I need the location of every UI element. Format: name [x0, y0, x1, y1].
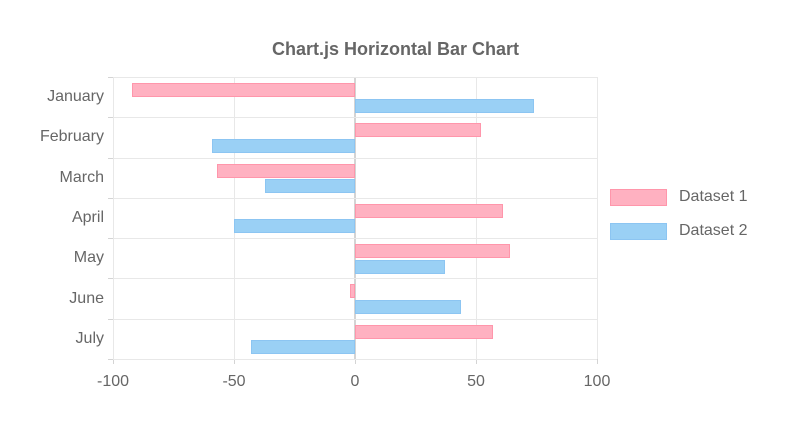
bar-dataset-2-may[interactable] — [355, 259, 445, 274]
legend-label: Dataset 1 — [679, 188, 748, 205]
bar-dataset-1-july[interactable] — [355, 324, 493, 339]
bar-dataset-1-may[interactable] — [355, 244, 510, 259]
gridline-horizontal — [113, 319, 597, 320]
plot-area — [108, 77, 598, 364]
x-tick-mark — [233, 359, 235, 364]
bar-dataset-1-april[interactable] — [355, 203, 503, 218]
gridline-horizontal — [113, 359, 597, 360]
x-axis-tick-label: 50 — [467, 373, 485, 390]
y-axis-label: June — [69, 289, 104, 307]
y-tick-mark — [108, 117, 113, 118]
zero-gridline — [353, 77, 356, 359]
y-axis-label: February — [39, 128, 104, 146]
y-axis-label: May — [73, 249, 104, 267]
y-axis-label: March — [59, 168, 104, 186]
y-tick-mark — [108, 359, 113, 360]
legend-item-dataset-1[interactable]: Dataset 1 — [610, 188, 747, 206]
bar-dataset-1-march[interactable] — [217, 163, 355, 178]
legend-label: Dataset 2 — [679, 222, 748, 239]
y-tick-mark — [108, 158, 113, 159]
legend: Dataset 1 Dataset 2 — [610, 188, 747, 256]
bar-dataset-1-january[interactable] — [132, 83, 355, 97]
legend-swatch — [610, 188, 667, 206]
x-axis-tick-label: 0 — [350, 373, 360, 390]
bar-dataset-2-april[interactable] — [234, 219, 355, 234]
x-tick-mark — [475, 359, 477, 364]
gridline-vertical — [112, 77, 114, 359]
y-tick-mark — [108, 77, 113, 78]
gridline-horizontal — [113, 278, 597, 279]
x-axis-tick-label: -50 — [222, 373, 246, 390]
bar-dataset-2-january[interactable] — [355, 98, 535, 113]
chart-title: Chart.js Horizontal Bar Chart — [271, 39, 520, 59]
gridline-horizontal — [113, 238, 597, 239]
bar-dataset-2-february[interactable] — [212, 138, 355, 153]
legend-item-dataset-2[interactable]: Dataset 2 — [610, 222, 747, 240]
y-tick-mark — [108, 198, 113, 199]
y-tick-mark — [108, 319, 113, 320]
bar-dataset-2-july[interactable] — [250, 340, 355, 355]
y-axis-label: January — [47, 88, 104, 106]
gridline-vertical — [596, 77, 598, 359]
bar-dataset-2-june[interactable] — [355, 299, 462, 314]
bar-dataset-1-february[interactable] — [355, 123, 481, 138]
y-tick-mark — [108, 278, 113, 279]
x-tick-mark — [112, 359, 114, 364]
gridline-vertical — [475, 77, 477, 359]
x-axis-tick-label: -100 — [96, 373, 130, 390]
x-tick-mark — [354, 359, 356, 364]
y-axis-label: April — [71, 209, 104, 226]
y-tick-mark — [108, 238, 113, 239]
y-axis-labels: January February March April May June July — [0, 77, 104, 359]
bar-dataset-2-march[interactable] — [265, 179, 355, 194]
x-axis-tick-label: 100 — [583, 373, 611, 390]
gridline-horizontal — [113, 158, 597, 159]
legend-swatch — [610, 222, 667, 240]
gridline-horizontal — [113, 117, 597, 118]
y-axis-label: July — [75, 329, 104, 347]
x-tick-mark — [596, 359, 598, 364]
bar-dataset-1-june[interactable] — [350, 284, 355, 299]
gridline-horizontal — [113, 77, 597, 78]
gridline-horizontal — [113, 198, 597, 199]
gridline-vertical — [233, 77, 235, 359]
